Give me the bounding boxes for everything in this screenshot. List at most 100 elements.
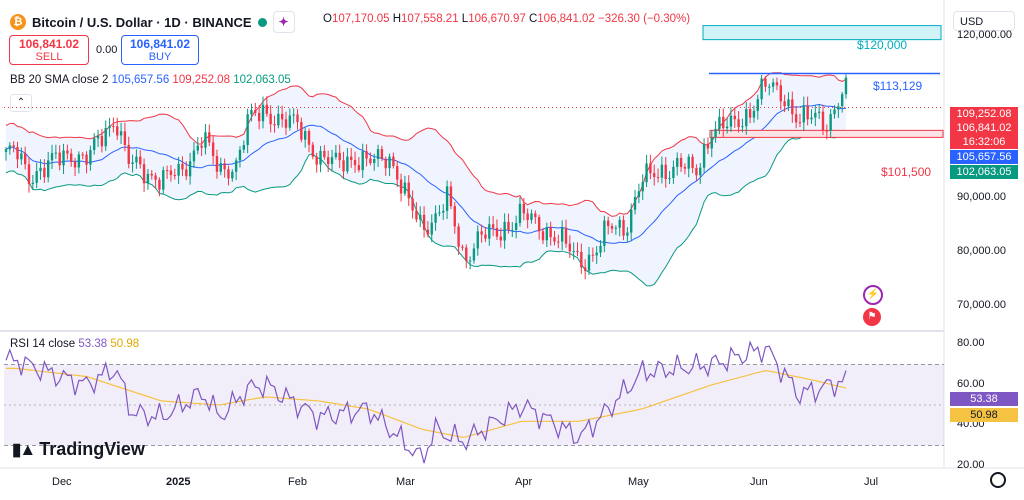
candle-body [96, 135, 100, 139]
candle-body [764, 78, 767, 87]
candle [150, 170, 153, 180]
candle [806, 96, 809, 126]
candle [641, 174, 644, 200]
price-tick: 70,000.00 [957, 299, 1006, 312]
candle-body [480, 231, 483, 235]
candle [269, 105, 272, 133]
candle-body [150, 173, 153, 176]
candle-body [691, 156, 694, 169]
candle [204, 124, 207, 155]
candle [660, 156, 664, 184]
candle-body [246, 114, 249, 146]
candle [683, 163, 687, 175]
grid [0, 0, 1024, 469]
symbol-title[interactable]: Bitcoin / U.S. Dollar · 1D · BINANCE [32, 14, 252, 30]
currency-selector[interactable]: USD [953, 11, 1015, 31]
candle-body [837, 106, 840, 110]
candle-body [484, 234, 487, 239]
ohlc-change: −326.30 (−0.30%) [598, 13, 691, 25]
ohlc-high: 107,558.21 [401, 13, 459, 25]
candle [154, 172, 157, 189]
candle-body [196, 145, 199, 151]
ohlc-open-key: O [323, 13, 332, 25]
candle-body [223, 163, 226, 170]
ohlc-open: 107,170.05 [331, 13, 390, 25]
candle-body [66, 150, 69, 154]
candle-body [47, 160, 50, 178]
settings-icon[interactable] [990, 472, 1006, 488]
ohlc-high-key: H [392, 13, 402, 25]
candle [108, 117, 111, 137]
collapse-legend-button[interactable]: ⌃ [10, 94, 32, 112]
candle-body [62, 150, 65, 166]
candle-body [365, 151, 368, 159]
candle-body [541, 231, 545, 241]
candle [47, 151, 50, 183]
candle-body [664, 164, 667, 180]
candle [93, 133, 96, 155]
rsi-legend[interactable]: RSI 14 close 53.38 50.98 [10, 338, 139, 350]
candle-body [442, 210, 445, 213]
candle-body [257, 112, 261, 122]
candle-body [718, 116, 721, 129]
price-tick: 90,000.00 [957, 191, 1006, 204]
x-tick-2025: 2025 [166, 476, 191, 488]
candle [77, 151, 81, 174]
candle [357, 157, 361, 173]
candle [794, 106, 798, 129]
candle-body [392, 156, 395, 167]
sell-label: SELL [35, 51, 63, 63]
candle [702, 138, 706, 173]
candle-body [296, 114, 299, 123]
candle [649, 154, 652, 180]
chart-title[interactable]: ₿ Bitcoin / U.S. Dollar · 1D · BINANCE ✦ [10, 11, 295, 33]
candle-body [73, 161, 77, 168]
candle [445, 180, 449, 220]
candle [158, 177, 161, 197]
candle-body [514, 222, 518, 230]
flag-icon[interactable]: ⚑ [863, 308, 881, 326]
candle [618, 216, 621, 237]
candle [480, 224, 483, 243]
candle [564, 219, 568, 248]
buy-button[interactable]: 106,841.02 BUY [121, 35, 199, 65]
tradingview-logo[interactable]: ▮▲ TradingView [12, 439, 145, 460]
candle [507, 213, 510, 234]
candle-body [756, 99, 759, 111]
compare-icon[interactable]: ✦ [272, 11, 295, 33]
candle-body [829, 114, 832, 131]
candle [783, 94, 786, 113]
candle-body [300, 122, 303, 140]
candle [415, 202, 418, 223]
candle [39, 159, 42, 180]
candle-body [407, 182, 410, 199]
candle [261, 96, 265, 129]
candle-body [369, 158, 372, 164]
candle [580, 243, 583, 274]
line-113k-label: $113,129 [873, 79, 923, 93]
candle-body [511, 229, 514, 231]
sell-button[interactable]: 106,841.02 SELL [9, 35, 89, 65]
candle [568, 235, 572, 258]
candle-body [449, 186, 453, 207]
candle-body [522, 203, 525, 214]
bb-legend[interactable]: BB 20 SMA close 2 105,657.56 109,252.08 … [10, 74, 291, 86]
bolt-icon[interactable]: ⚡ [863, 285, 883, 305]
candle [219, 157, 222, 176]
zone-101k-label: $101,500 [881, 165, 932, 179]
candle-body [254, 110, 257, 113]
candle [549, 221, 552, 246]
candle-body [607, 220, 610, 227]
candle-body [81, 154, 84, 156]
candle [188, 152, 192, 185]
candle-body [85, 154, 88, 165]
candle-body [116, 126, 119, 136]
candle [146, 169, 150, 190]
candle-body [342, 160, 345, 172]
bb-upper-line [5, 72, 847, 217]
candle-body [622, 219, 625, 236]
candle-body [177, 163, 180, 176]
candle [760, 75, 763, 105]
candle [419, 206, 422, 228]
